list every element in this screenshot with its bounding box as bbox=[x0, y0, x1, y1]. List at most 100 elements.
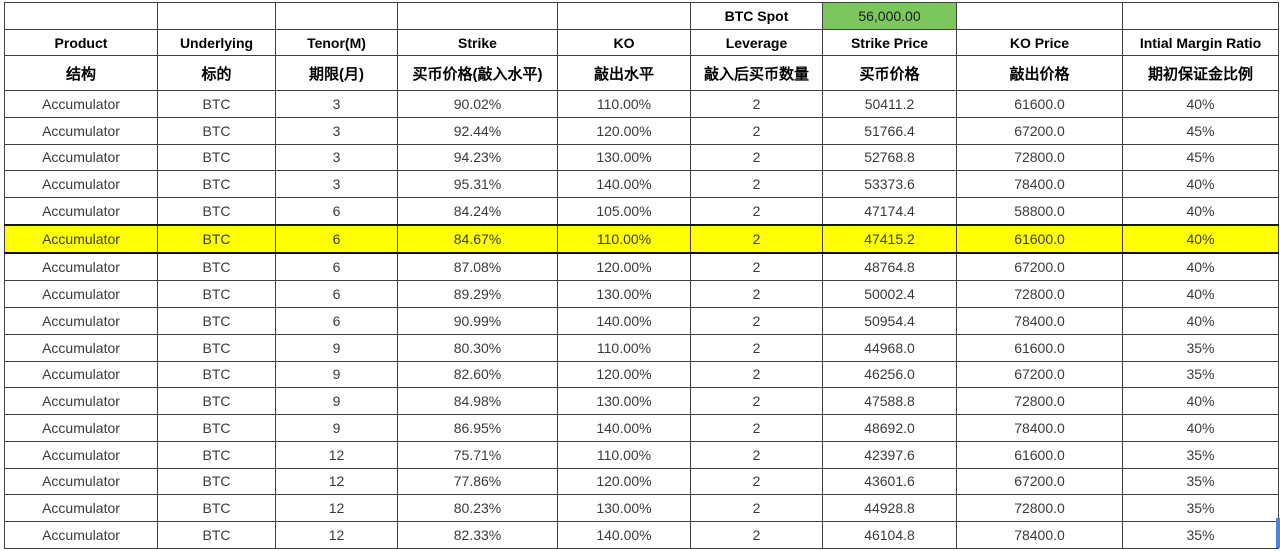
cell[interactable]: 2 bbox=[690, 521, 823, 549]
cell[interactable]: 84.67% bbox=[397, 224, 558, 255]
header-cell-cn[interactable]: 结构 bbox=[4, 55, 158, 92]
cell[interactable]: Accumulator bbox=[4, 440, 158, 469]
cell[interactable]: 50411.2 bbox=[822, 90, 957, 118]
header-cell-cn[interactable]: 期限(月) bbox=[275, 55, 398, 92]
cell[interactable]: BTC bbox=[157, 197, 276, 226]
cell[interactable]: 2 bbox=[690, 440, 823, 469]
cell[interactable]: 2 bbox=[690, 116, 823, 145]
cell[interactable]: 45% bbox=[1122, 116, 1279, 145]
cell[interactable]: 75.71% bbox=[397, 440, 558, 469]
cell[interactable]: 110.00% bbox=[557, 224, 691, 255]
header-cell-cn[interactable]: 买币价格(敲入水平) bbox=[397, 55, 558, 92]
cell[interactable]: 35% bbox=[1122, 521, 1279, 549]
cell[interactable]: 3 bbox=[275, 143, 398, 172]
header-cell-cn[interactable]: 买币价格 bbox=[822, 55, 957, 92]
cell[interactable]: 82.33% bbox=[397, 521, 558, 549]
header-cell-en[interactable]: Product bbox=[4, 28, 158, 57]
cell[interactable]: 130.00% bbox=[557, 387, 691, 416]
cell[interactable]: 72800.0 bbox=[956, 280, 1123, 309]
cell[interactable]: 6 bbox=[275, 224, 398, 255]
empty-cell[interactable] bbox=[557, 2, 691, 30]
cell[interactable]: 130.00% bbox=[557, 494, 691, 522]
header-cell-en[interactable]: Intial Margin Ratio bbox=[1122, 28, 1279, 57]
header-cell-en[interactable]: KO bbox=[557, 28, 691, 57]
cell[interactable]: 120.00% bbox=[557, 360, 691, 389]
cell[interactable]: 40% bbox=[1122, 90, 1279, 118]
cell[interactable]: 35% bbox=[1122, 360, 1279, 389]
cell[interactable]: 120.00% bbox=[557, 467, 691, 496]
cell[interactable]: 67200.0 bbox=[956, 252, 1123, 282]
cell[interactable]: 2 bbox=[690, 280, 823, 309]
header-cell-en[interactable]: KO Price bbox=[956, 28, 1123, 57]
cell[interactable]: 47415.2 bbox=[822, 224, 957, 255]
cell[interactable]: 40% bbox=[1122, 197, 1279, 226]
cell[interactable]: BTC bbox=[157, 440, 276, 469]
cell[interactable]: 40% bbox=[1122, 280, 1279, 309]
cell[interactable]: 40% bbox=[1122, 224, 1279, 255]
cell[interactable]: 35% bbox=[1122, 440, 1279, 469]
header-cell-en[interactable]: Tenor(M) bbox=[275, 28, 398, 57]
cell[interactable]: 110.00% bbox=[557, 440, 691, 469]
cell[interactable]: 2 bbox=[690, 170, 823, 199]
cell[interactable]: 47588.8 bbox=[822, 387, 957, 416]
cell[interactable]: 45% bbox=[1122, 143, 1279, 172]
cell[interactable]: 61600.0 bbox=[956, 440, 1123, 469]
cell[interactable]: 50954.4 bbox=[822, 307, 957, 335]
cell[interactable]: 80.30% bbox=[397, 333, 558, 362]
cell[interactable]: 92.44% bbox=[397, 116, 558, 145]
cell[interactable]: BTC bbox=[157, 494, 276, 522]
cell[interactable]: 78400.0 bbox=[956, 307, 1123, 335]
cell[interactable]: 84.24% bbox=[397, 197, 558, 226]
cell[interactable]: 120.00% bbox=[557, 252, 691, 282]
empty-cell[interactable] bbox=[4, 2, 158, 30]
cell[interactable]: 6 bbox=[275, 252, 398, 282]
cell[interactable]: 67200.0 bbox=[956, 116, 1123, 145]
cell[interactable]: BTC bbox=[157, 170, 276, 199]
cell[interactable]: BTC bbox=[157, 521, 276, 549]
cell[interactable]: 40% bbox=[1122, 307, 1279, 335]
cell[interactable]: 87.08% bbox=[397, 252, 558, 282]
cell[interactable]: 2 bbox=[690, 307, 823, 335]
cell[interactable]: 67200.0 bbox=[956, 467, 1123, 496]
cell[interactable]: 46104.8 bbox=[822, 521, 957, 549]
empty-cell[interactable] bbox=[157, 2, 276, 30]
cell[interactable]: 44928.8 bbox=[822, 494, 957, 522]
cell[interactable]: 2 bbox=[690, 414, 823, 442]
cell[interactable]: 44968.0 bbox=[822, 333, 957, 362]
cell[interactable]: BTC bbox=[157, 252, 276, 282]
cell[interactable]: 78400.0 bbox=[956, 521, 1123, 549]
cell[interactable]: 2 bbox=[690, 90, 823, 118]
cell[interactable]: BTC bbox=[157, 143, 276, 172]
cell[interactable]: 48764.8 bbox=[822, 252, 957, 282]
cell[interactable]: 3 bbox=[275, 116, 398, 145]
cell[interactable]: Accumulator bbox=[4, 360, 158, 389]
cell[interactable]: 40% bbox=[1122, 252, 1279, 282]
cell[interactable]: 105.00% bbox=[557, 197, 691, 226]
cell[interactable]: 35% bbox=[1122, 467, 1279, 496]
cell[interactable]: 52768.8 bbox=[822, 143, 957, 172]
cell[interactable]: BTC bbox=[157, 116, 276, 145]
cell[interactable]: 2 bbox=[690, 224, 823, 255]
header-cell-cn[interactable]: 期初保证金比例 bbox=[1122, 55, 1279, 92]
header-cell-en[interactable]: Strike Price bbox=[822, 28, 957, 57]
cell[interactable]: 82.60% bbox=[397, 360, 558, 389]
cell[interactable]: 140.00% bbox=[557, 414, 691, 442]
cell[interactable]: 50002.4 bbox=[822, 280, 957, 309]
cell[interactable]: 2 bbox=[690, 387, 823, 416]
cell[interactable]: Accumulator bbox=[4, 414, 158, 442]
cell[interactable]: 9 bbox=[275, 333, 398, 362]
cell[interactable]: 84.98% bbox=[397, 387, 558, 416]
cell[interactable]: 46256.0 bbox=[822, 360, 957, 389]
cell[interactable]: Accumulator bbox=[4, 333, 158, 362]
cell[interactable]: 9 bbox=[275, 387, 398, 416]
cell[interactable]: BTC bbox=[157, 224, 276, 255]
cell[interactable]: 86.95% bbox=[397, 414, 558, 442]
cell[interactable]: 2 bbox=[690, 494, 823, 522]
cell[interactable]: Accumulator bbox=[4, 521, 158, 549]
empty-cell[interactable] bbox=[275, 2, 398, 30]
cell[interactable]: 3 bbox=[275, 90, 398, 118]
cell[interactable]: Accumulator bbox=[4, 116, 158, 145]
cell[interactable]: 42397.6 bbox=[822, 440, 957, 469]
cell[interactable]: 94.23% bbox=[397, 143, 558, 172]
header-cell-cn[interactable]: 敲出水平 bbox=[557, 55, 691, 92]
